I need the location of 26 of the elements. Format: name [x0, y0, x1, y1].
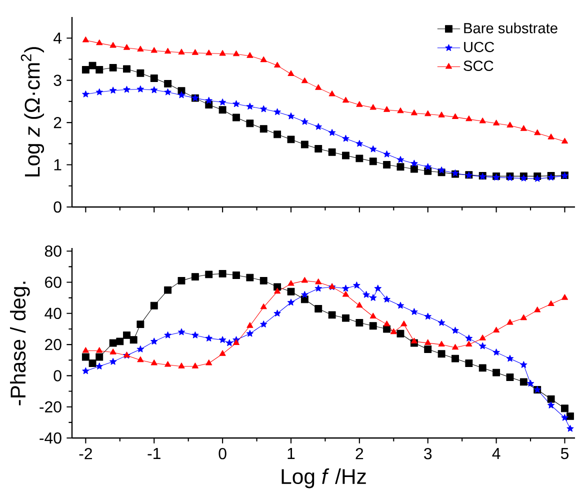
x-tick-label: -2: [79, 448, 92, 460]
y-tick-label: 60: [45, 276, 62, 288]
y-tick-label: 20: [45, 338, 62, 350]
y-tick-label: -40: [40, 432, 62, 444]
legend-label: SCC: [464, 60, 494, 71]
y-tick-label: 80: [44, 245, 62, 257]
y-tick-label: 0: [54, 370, 62, 382]
x-tick-label: 4: [492, 448, 500, 459]
x-tick-label: 3: [424, 448, 432, 460]
y-tick-label: 1: [54, 159, 62, 170]
x-axis-title: Log f /Hz: [282, 468, 366, 488]
y-tick-label: 0: [54, 201, 62, 213]
x-tick-label: 1: [288, 448, 295, 459]
y-axis-title: -Phase / deg.: [10, 282, 30, 406]
legend-label: UCC: [464, 42, 494, 52]
y-tick-label: 40: [44, 308, 62, 320]
y-tick-label: 4: [54, 32, 62, 44]
y-axis-title: Log z (Ω·cm$^{2}$): [20, 47, 44, 176]
x-tick-label: -1: [148, 448, 160, 459]
y-tick-label: 3: [54, 74, 62, 86]
y-tick-label: 2: [54, 116, 62, 128]
x-tick-label: 0: [218, 448, 226, 460]
y-tick-label: -20: [40, 401, 62, 412]
legend-label: Bare substrate: [464, 22, 558, 34]
x-tick-label: 2: [356, 448, 364, 460]
x-tick-label: 5: [560, 448, 568, 460]
